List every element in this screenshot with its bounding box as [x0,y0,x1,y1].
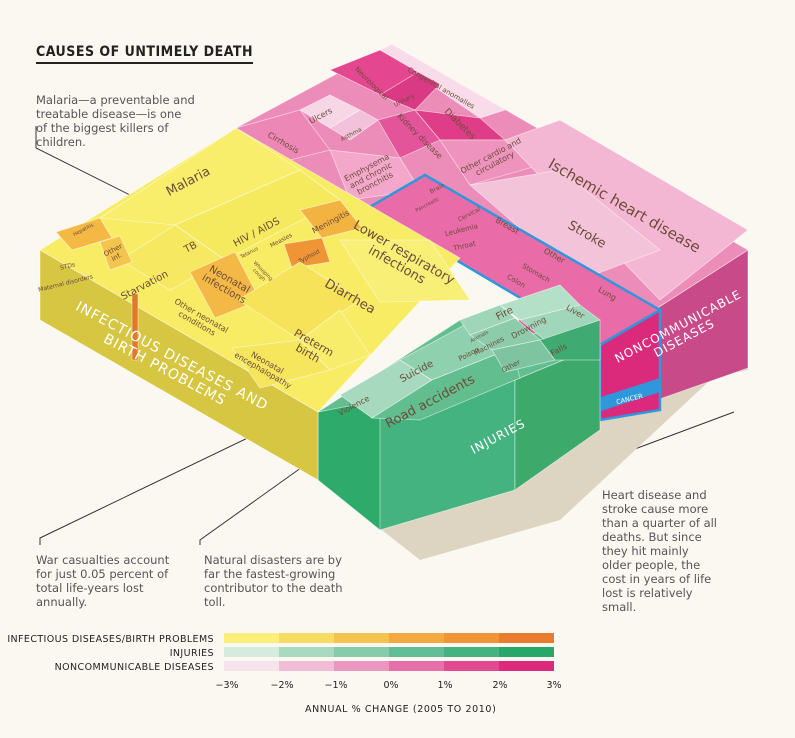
legend-swatch [444,633,499,643]
legend-swatch [389,661,444,671]
legend-swatch [334,633,389,643]
cell-lri [339,239,471,303]
cell-urinary [379,71,441,111]
legend-swatch [279,633,334,643]
legend-tick: −3% [215,680,239,691]
leader-line-war [39,407,311,545]
infectious-divider [131,293,139,361]
note-war: War casualties account for just 0.05 per… [36,553,170,609]
page-title: CAUSES OF UNTIMELY DEATH [36,44,254,64]
cell-other-inf [99,235,133,271]
legend-tick: 3% [546,680,562,691]
legend-tick: 2% [492,680,508,691]
legend-tick: 0% [383,680,399,691]
leader-line-disasters [199,439,341,545]
legend-swatch [224,661,279,671]
legend-swatch [279,661,334,671]
cell-neonatal-enc [231,339,331,389]
note-malaria: Malaria—a preventable and treatable dise… [36,93,195,149]
legend-tick: 1% [437,680,453,691]
legend-label-ncd: NONCOMMUNICABLE DISEASES [54,662,214,673]
legend-swatch [499,633,554,643]
legend-swatch [444,647,499,657]
legend-tick: −1% [324,680,348,691]
injury-left-face [317,399,381,531]
cell-falls [539,319,601,361]
cell-congenital [379,43,506,119]
legend-label-injuries: INJURIES [169,648,214,659]
legend-swatch [334,647,389,657]
legend-swatch [334,661,389,671]
legend-swatch [444,661,499,671]
infectious-front-face [39,249,319,481]
legend-tick: −2% [270,680,294,691]
legend-swatch [224,633,279,643]
cancer-tag [598,378,660,412]
cell-diarrhea [237,261,361,341]
cell-typhoid [283,237,331,269]
legend-label-infectious: INFECTIOUS DISEASES/BIRTH PROBLEMS [7,634,214,645]
cell-meningitis [299,199,363,239]
legend-swatch [279,647,334,657]
legend-swatch [499,661,554,671]
legend-swatch [224,647,279,657]
legend-axis-title: ANNUAL % CHANGE (2005 TO 2010) [305,704,497,715]
label-stds: STDs [59,261,75,271]
note-heart: Heart disease and stroke cause more than… [602,488,717,614]
note-disasters: Natural disasters are by far the fastest… [204,553,343,609]
legend-swatch [389,633,444,643]
legend-swatch [499,647,554,657]
legend-swatch [389,647,444,657]
